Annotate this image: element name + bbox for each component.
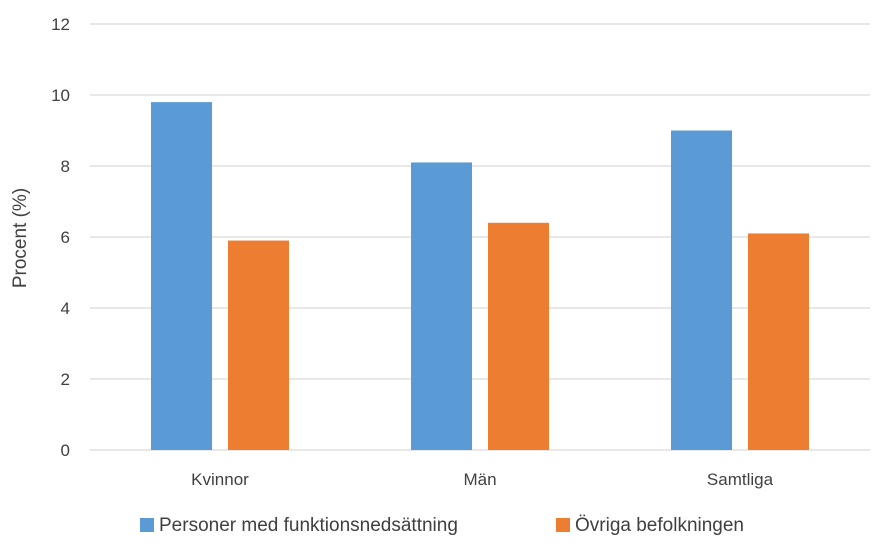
y-tick-label: 8 [61,157,70,176]
y-tick-label: 2 [61,370,70,389]
y-tick-label: 12 [51,15,70,34]
bar-kvinnor-series-1 [151,102,212,450]
x-tick-label: Samtliga [707,470,774,489]
legend-swatch [140,518,154,532]
bar-kvinnor-series-2 [228,240,289,450]
bars [151,102,809,450]
bar-samtliga-series-2 [748,233,809,450]
y-axis-title: Procent (%) [10,188,31,288]
bar-män-series-1 [411,162,472,450]
legend-label: Personer med funktionsnedsättning [159,515,458,536]
y-tick-label: 6 [61,228,70,247]
legend-label: Övriga befolkningen [575,515,744,536]
gridlines [90,23,870,451]
x-axis-ticks: Kvinnor Män Samtliga [191,470,773,489]
legend-swatch [556,518,570,532]
x-tick-label: Kvinnor [191,470,249,489]
bar-samtliga-series-1 [671,130,732,450]
y-tick-label: 0 [61,441,70,460]
y-tick-label: 4 [61,299,70,318]
legend: Personer med funktionsnedsättning Övriga … [140,515,744,536]
x-tick-label: Män [463,470,496,489]
y-tick-label: 10 [51,86,70,105]
bar-män-series-2 [488,222,549,450]
y-axis-ticks: 0 2 4 6 8 10 12 [51,15,70,460]
